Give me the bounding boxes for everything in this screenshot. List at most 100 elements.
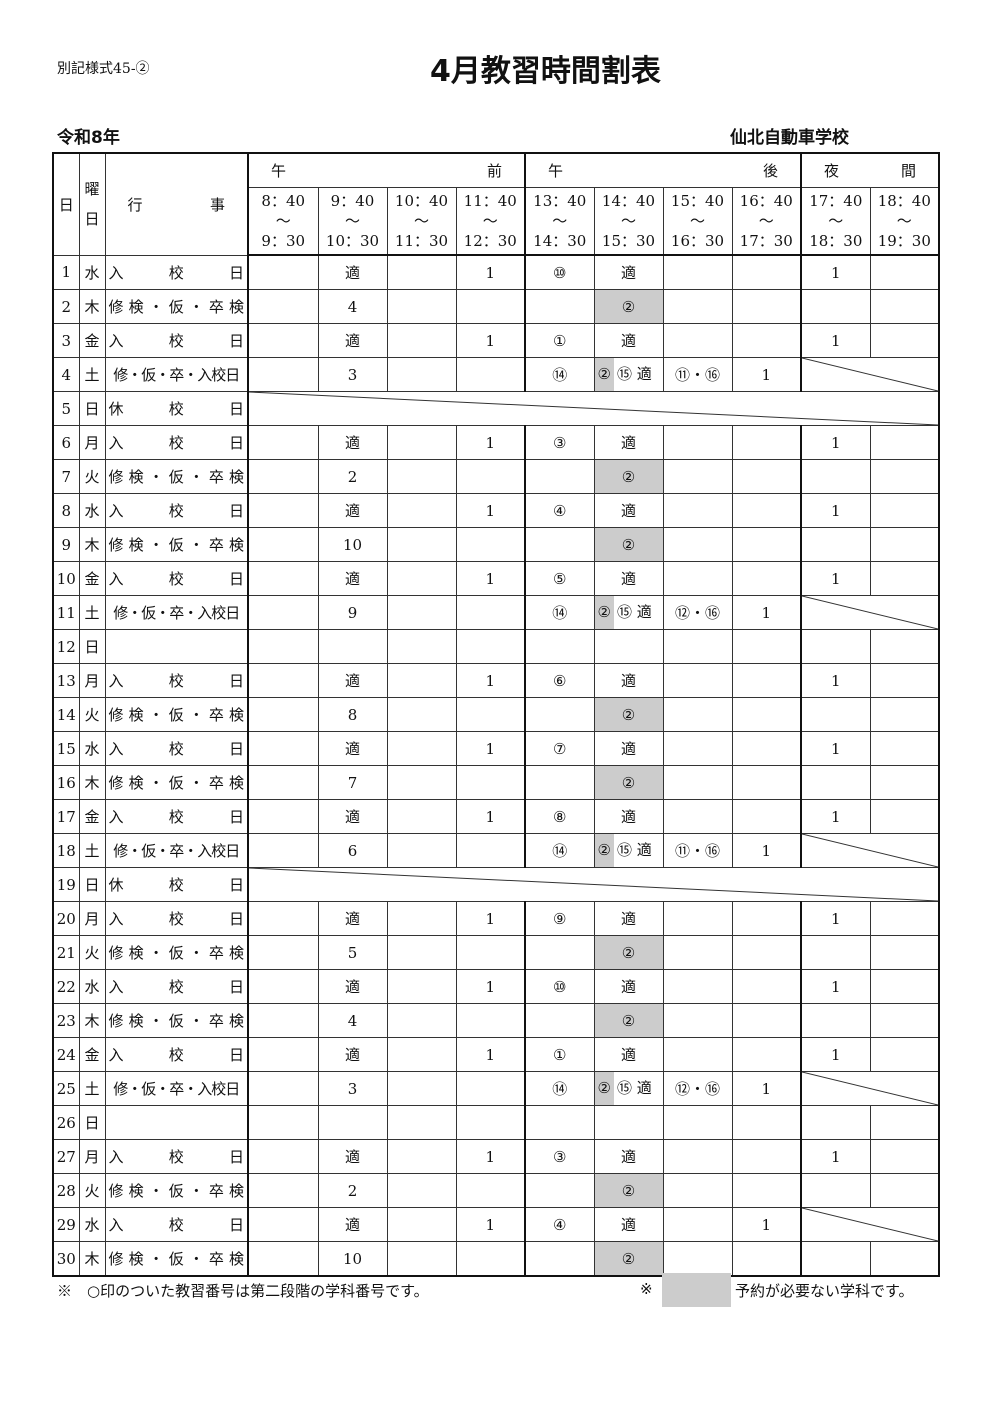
lesson-cell bbox=[731, 527, 803, 562]
lesson-cell: 適 bbox=[593, 663, 664, 698]
event-cell: 入校日 bbox=[104, 1207, 249, 1242]
lesson-cell bbox=[247, 663, 319, 698]
lesson-cell: ⑦ bbox=[524, 731, 595, 766]
day-cell: 17 bbox=[52, 799, 80, 834]
lesson-cell bbox=[662, 1207, 733, 1242]
lesson-cell bbox=[869, 901, 940, 936]
lesson-cell: 適 bbox=[317, 1037, 388, 1072]
lesson-cell bbox=[524, 527, 595, 562]
lesson-cell: ⑧ bbox=[524, 799, 595, 834]
lesson-cell: 1 bbox=[455, 1139, 527, 1174]
lesson-cell: ⑭ bbox=[524, 595, 595, 630]
header-weekday: 曜日 bbox=[78, 152, 106, 256]
diagonal-line bbox=[802, 358, 938, 391]
event-cell: 入校日 bbox=[104, 493, 249, 528]
lesson-cell bbox=[662, 1105, 733, 1140]
day-cell: 10 bbox=[52, 561, 80, 596]
weekday-cell: 水 bbox=[78, 1207, 106, 1242]
weekday-cell: 火 bbox=[78, 1173, 106, 1208]
header-row-groups: 日曜日 行事 午前 午後 夜間 bbox=[52, 152, 940, 256]
table-row: 22 水入校日適 1 ⑩ 適 1 bbox=[52, 969, 940, 1004]
lesson-cell: ④ bbox=[524, 1207, 595, 1242]
lesson-cell bbox=[455, 629, 527, 664]
lesson-cell: 4 bbox=[317, 289, 388, 324]
time-tilde: ～ bbox=[552, 212, 568, 230]
header-time-slot: 15：40 ～ 16：30 bbox=[662, 187, 733, 256]
lesson-cell: 10 bbox=[317, 527, 388, 562]
time-start: 16：40 bbox=[739, 192, 793, 210]
lesson-cell bbox=[662, 663, 733, 698]
weekday-cell: 水 bbox=[78, 969, 106, 1004]
lesson-cell bbox=[524, 765, 595, 800]
lesson-cell: ② bbox=[593, 289, 664, 324]
lesson-cell: ⑪・⑯ bbox=[662, 833, 733, 868]
diagonal-line bbox=[802, 834, 938, 867]
lesson-cell bbox=[662, 289, 733, 324]
lesson-cell bbox=[386, 935, 457, 970]
event-label: 入校日 bbox=[108, 1046, 245, 1064]
weekday-cell: 日 bbox=[78, 1105, 106, 1140]
time-end: 11：30 bbox=[394, 232, 449, 250]
lesson-cell: ② bbox=[593, 697, 664, 732]
time-tilde: ～ bbox=[621, 212, 637, 230]
lesson-cell: 適 bbox=[317, 323, 388, 358]
lesson-cell bbox=[247, 697, 319, 732]
event-label: 修検・仮・卒検 bbox=[108, 774, 245, 792]
lesson-cell bbox=[662, 1037, 733, 1072]
lesson-cell: 2 bbox=[317, 1173, 388, 1208]
event-cell: 入校日 bbox=[104, 323, 249, 358]
lesson-cell: 3 bbox=[317, 1071, 388, 1106]
diagonal-line bbox=[802, 596, 938, 629]
table-row: 27 月入校日適 1 ③ 適 1 bbox=[52, 1139, 940, 1174]
table-row: 23 木修検・仮・卒検 4 ② bbox=[52, 1003, 940, 1038]
lesson-cell: 適 bbox=[593, 901, 664, 936]
time-end: 19：30 bbox=[877, 232, 931, 250]
header-group-label: 午後 bbox=[548, 162, 779, 180]
table-row: 11 土修・仮・卒・入校日 9 ⑭ ② ⑮ 適 ⑫・⑯ 1 bbox=[52, 595, 940, 630]
lesson-cell bbox=[800, 697, 871, 732]
lesson-cell: 適 bbox=[593, 561, 664, 596]
event-cell: 修・仮・卒・入校日 bbox=[104, 833, 249, 868]
lesson-cell bbox=[386, 595, 457, 630]
event-label: 修検・仮・卒検 bbox=[108, 536, 245, 554]
lesson-cell bbox=[455, 833, 527, 868]
day-cell: 6 bbox=[52, 425, 80, 460]
lesson-cell bbox=[247, 1173, 319, 1208]
lesson-cell bbox=[800, 765, 871, 800]
lesson-cell: 1 bbox=[455, 969, 527, 1004]
lesson-text: ⑮ 適 bbox=[616, 365, 652, 383]
lesson-cell bbox=[800, 527, 871, 562]
lesson-cell: 8 bbox=[317, 697, 388, 732]
lesson-cell bbox=[386, 425, 457, 460]
table-row: 18 土修・仮・卒・入校日 6 ⑭ ② ⑮ 適 ⑪・⑯ 1 bbox=[52, 833, 940, 868]
table-row: 20 月入校日適 1 ⑨ 適 1 bbox=[52, 901, 940, 936]
lesson-cell bbox=[731, 323, 803, 358]
lesson-cell bbox=[869, 323, 940, 358]
lesson-cell bbox=[662, 765, 733, 800]
diagonal-line bbox=[802, 1208, 938, 1241]
day-cell: 22 bbox=[52, 969, 80, 1004]
lesson-cell bbox=[386, 1003, 457, 1038]
lesson-cell: 適 bbox=[593, 1207, 664, 1242]
lesson-cell bbox=[247, 527, 319, 562]
table-row: 28 火修検・仮・卒検 2 ② bbox=[52, 1173, 940, 1208]
event-cell: 休校日 bbox=[104, 867, 249, 902]
event-cell: 入校日 bbox=[104, 901, 249, 936]
no-reservation-lesson: ② bbox=[594, 358, 614, 391]
lesson-cell bbox=[869, 459, 940, 494]
lesson-cell: 1 bbox=[731, 1071, 803, 1106]
weekday-cell: 土 bbox=[78, 833, 106, 868]
lesson-cell bbox=[869, 1003, 940, 1038]
lesson-cell bbox=[247, 833, 319, 868]
lesson-cell: 1 bbox=[455, 799, 527, 834]
day-cell: 25 bbox=[52, 1071, 80, 1106]
lesson-cell bbox=[455, 459, 527, 494]
form-number: 別記様式45-② bbox=[57, 61, 150, 77]
lesson-cell bbox=[731, 459, 803, 494]
lesson-cell bbox=[317, 629, 388, 664]
time-tilde: ～ bbox=[690, 212, 706, 230]
lesson-cell: 1 bbox=[731, 357, 803, 392]
lesson-cell bbox=[247, 561, 319, 596]
lesson-cell bbox=[800, 459, 871, 494]
